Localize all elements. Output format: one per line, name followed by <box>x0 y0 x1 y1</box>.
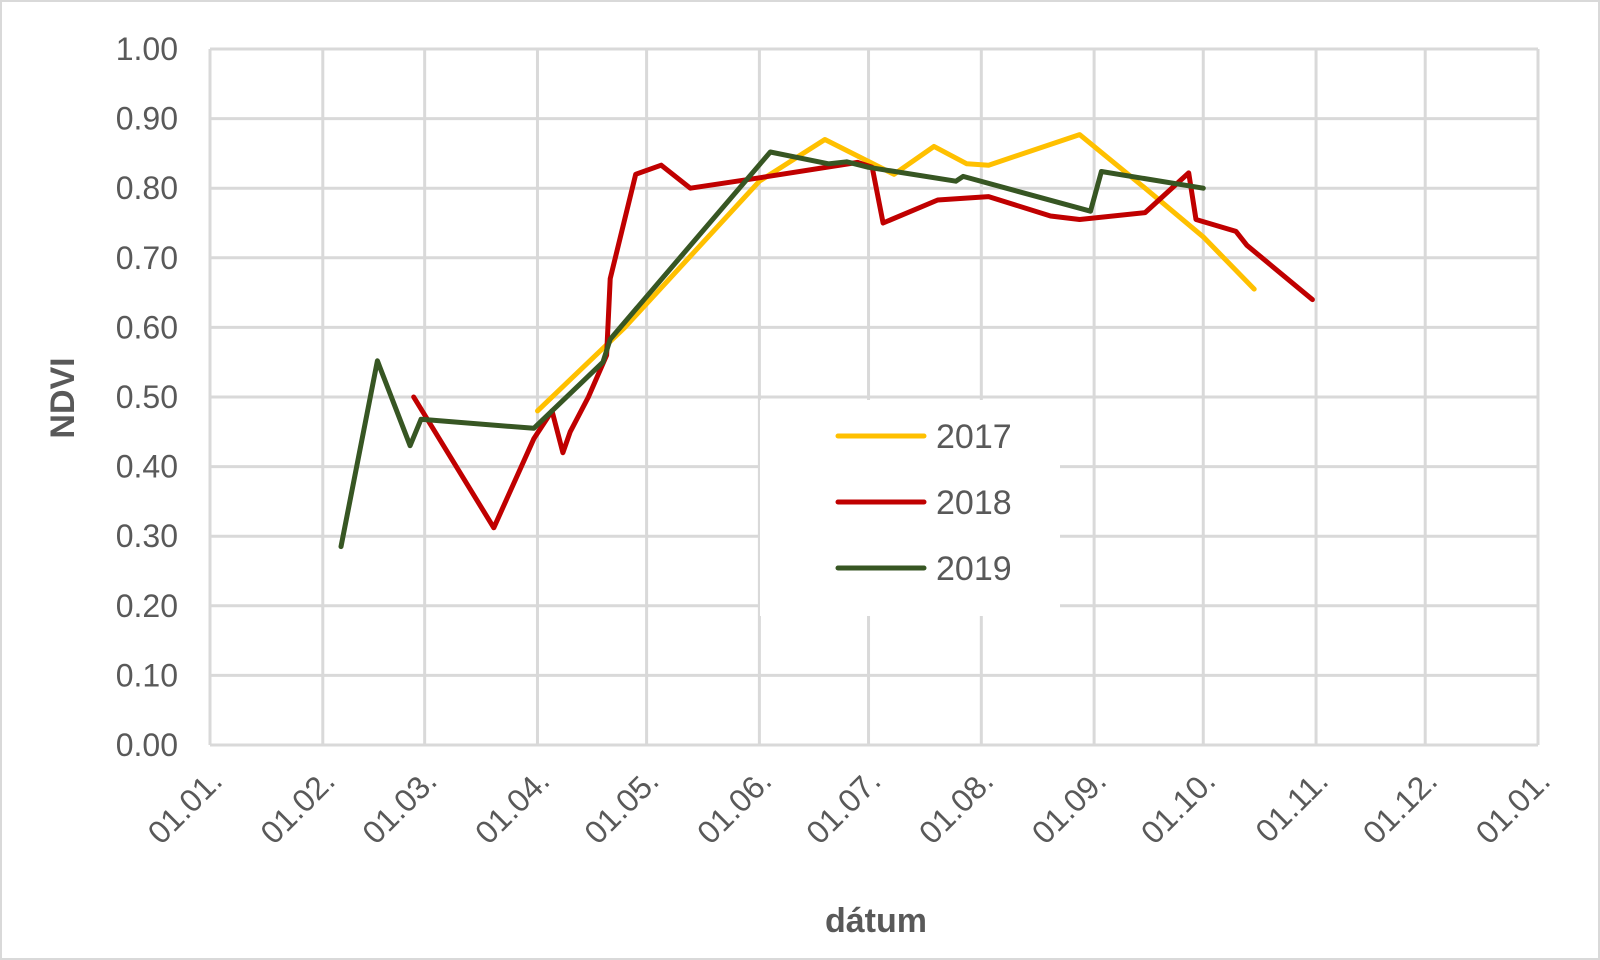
legend: 2017 2018 2019 <box>760 400 1060 616</box>
legend-label-2017: 2017 <box>936 418 1012 456</box>
vertical-gridlines <box>208 49 1540 745</box>
x-tick-label: 01.04. <box>468 762 556 850</box>
x-tick-label: 01.06. <box>690 762 778 850</box>
series-line-2019 <box>338 149 1206 550</box>
x-tick-label: 01.10. <box>1134 762 1222 850</box>
y-tick-label: 0.00 <box>116 727 178 763</box>
y-tick-label: 0.60 <box>116 309 178 345</box>
x-tick-label: 01.01. <box>141 762 229 850</box>
y-tick-label: 0.10 <box>116 657 178 693</box>
y-tick-label: 0.20 <box>116 588 178 624</box>
x-tick-label: 01.02. <box>253 762 341 850</box>
series-line-2018 <box>411 159 1315 531</box>
x-axis-ticks: 01.01. 01.02. 01.03. 01.04. 01.05. 01.06. 01.0… <box>141 762 1557 850</box>
y-tick-label: 0.70 <box>116 240 178 276</box>
legend-label-2019: 2019 <box>936 550 1012 588</box>
y-tick-label: 0.30 <box>116 518 178 554</box>
horizontal-gridlines <box>210 47 1538 747</box>
x-tick-label: 01.03. <box>355 762 443 850</box>
y-tick-label: 0.40 <box>116 449 178 485</box>
x-tick-label: 01.11. <box>1248 762 1335 849</box>
y-tick-label: 0.80 <box>116 170 178 206</box>
series-lines <box>338 132 1315 550</box>
x-tick-label: 01.01. <box>1469 762 1557 850</box>
x-tick-label: 01.05. <box>577 762 665 850</box>
x-tick-label: 01.08. <box>912 762 1000 850</box>
y-axis-ticks: 0.00 0.10 0.20 0.30 0.40 0.50 0.60 0.70 0.80 0.90… <box>116 31 178 763</box>
series-line-2017 <box>535 132 1257 414</box>
x-tick-label: 01.12. <box>1356 762 1444 850</box>
legend-background <box>760 400 1060 616</box>
y-axis-title: NDVI <box>44 357 82 438</box>
legend-label-2018: 2018 <box>936 484 1012 522</box>
y-tick-label: 0.50 <box>116 379 178 415</box>
x-axis-title: dátum <box>825 902 927 940</box>
x-tick-label: 01.07. <box>799 762 887 850</box>
y-tick-label: 1.00 <box>116 31 178 67</box>
x-tick-label: 01.09. <box>1025 762 1113 850</box>
y-tick-label: 0.90 <box>116 101 178 137</box>
